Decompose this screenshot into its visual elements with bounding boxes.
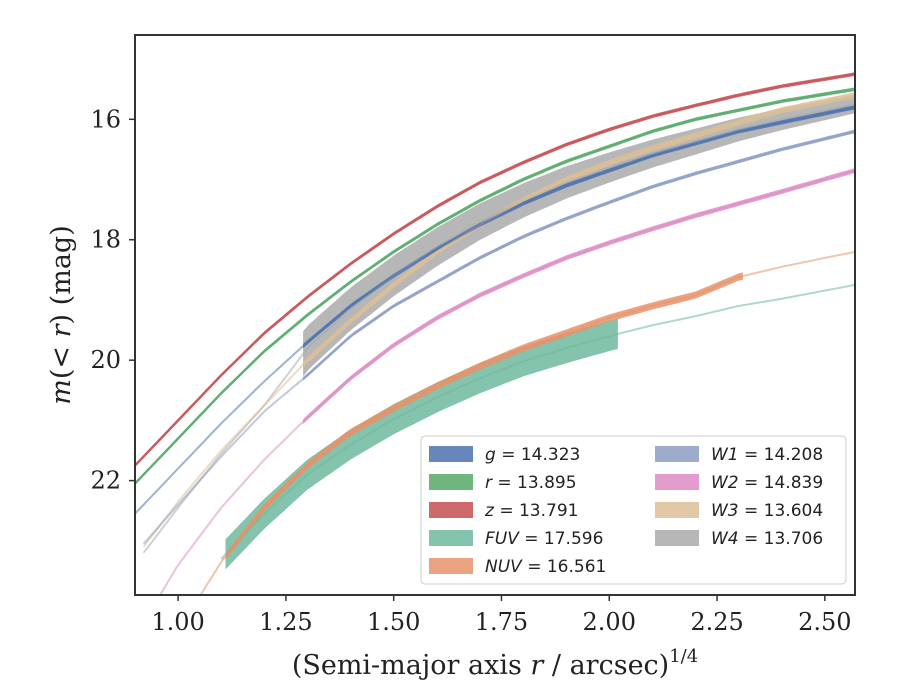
curve-fuv	[220, 283, 855, 560]
band-w4	[303, 95, 855, 377]
curve-g	[135, 106, 855, 515]
ticks-layer: 1.00 1.25 1.50 1.75 2.00 2.25 2.50 16 18 20 22	[90, 105, 851, 636]
curve-w1	[142, 130, 855, 545]
x-axis-label-exponent: 1/4	[669, 646, 698, 667]
legend-swatch-w3	[655, 502, 699, 518]
y-tick-label: 20	[90, 346, 121, 374]
legend-swatch-w2	[655, 474, 699, 490]
curve-w3	[142, 94, 855, 548]
y-tick-label: 22	[90, 467, 121, 495]
legend-label-z: z = 13.791	[484, 501, 578, 521]
y-axis-label-main: m	[46, 379, 77, 405]
legend-label-w4: W4 = 13.706	[711, 529, 823, 549]
y-tick-label: 18	[90, 226, 121, 254]
x-axis-label-rest: / arcsec)	[543, 650, 669, 681]
x-axis-label-main: (Semi-major axis	[292, 650, 531, 681]
curve-r	[135, 88, 855, 485]
legend-label-r: r = 13.895	[485, 473, 577, 493]
legend-swatch-nuv	[429, 558, 473, 574]
curves-layer	[135, 73, 855, 595]
y-tick-label: 16	[90, 105, 121, 133]
legend-label-g: g = 14.323	[485, 445, 580, 465]
x-tick-label: 1.75	[475, 608, 528, 636]
legend-swatch-z	[429, 502, 473, 518]
x-tick-label: 2.25	[690, 608, 743, 636]
curve-z	[135, 73, 855, 467]
legend-box	[420, 435, 847, 585]
curve-nuv	[199, 250, 855, 595]
plot-frame	[134, 34, 856, 596]
legend-label-nuv: NUV = 16.561	[485, 557, 606, 577]
legend-swatch-w4	[655, 530, 699, 546]
y-axis-label: m(< r) (mag)	[46, 225, 77, 404]
x-tick-label: 1.00	[151, 608, 204, 636]
legend-label-fuv: FUV = 17.596	[485, 529, 603, 549]
legend-label-w2: W2 = 14.839	[711, 473, 823, 493]
x-axis-label: (Semi-major axis r / arcsec)1/4	[292, 646, 698, 681]
legend-swatch-w1	[655, 446, 699, 462]
legend-swatch-r	[429, 474, 473, 490]
y-axis-label-args: (<	[46, 337, 77, 379]
x-tick-label: 1.50	[367, 608, 420, 636]
legend-label-w1: W1 = 14.208	[711, 445, 823, 465]
legend-swatch-g	[429, 446, 473, 462]
x-tick-label: 1.25	[259, 608, 312, 636]
legend-swatch-fuv	[429, 530, 473, 546]
legend-label-w3: W3 = 13.604	[711, 501, 823, 521]
x-tick-label: 2.50	[798, 608, 851, 636]
y-axis-label-var: r	[46, 322, 77, 337]
x-tick-label: 2.00	[583, 608, 636, 636]
y-axis-label-rest: ) (mag)	[46, 225, 77, 324]
curve-w2	[158, 169, 855, 595]
legend: g = 14.323 r = 13.895 z = 13.791 FUV = 17.5…	[420, 435, 847, 585]
x-axis-label-var: r	[530, 650, 545, 681]
